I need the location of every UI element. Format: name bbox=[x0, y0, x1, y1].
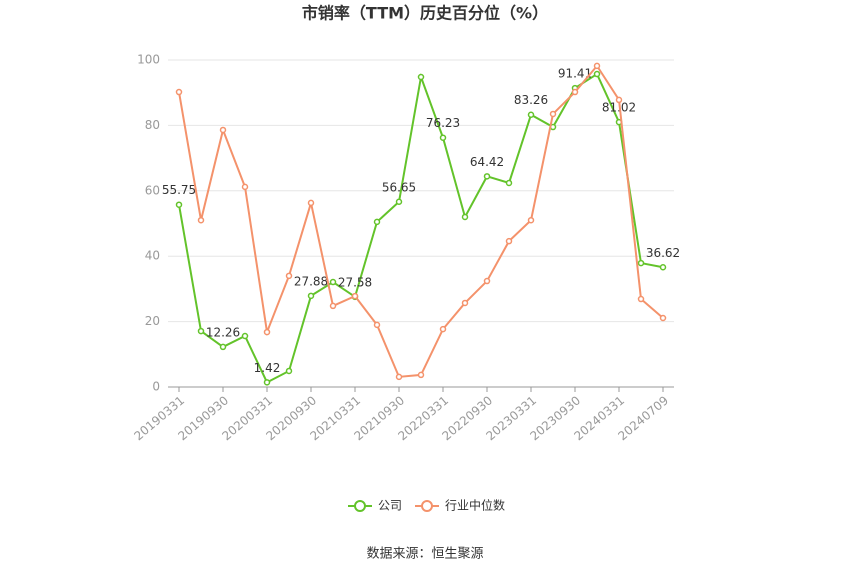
data-label: 83.26 bbox=[514, 93, 548, 107]
data-point bbox=[175, 88, 183, 96]
data-point bbox=[527, 111, 535, 118]
data-point bbox=[329, 302, 337, 310]
legend-item: 行业中位数 bbox=[415, 498, 505, 513]
data-point bbox=[395, 198, 403, 206]
data-point bbox=[439, 134, 447, 141]
data-point bbox=[373, 218, 381, 226]
legend-marker bbox=[354, 500, 366, 512]
data-point bbox=[197, 327, 205, 335]
data-point bbox=[527, 216, 535, 224]
series-line bbox=[178, 64, 664, 378]
data-point bbox=[593, 70, 601, 78]
data-point bbox=[329, 278, 337, 286]
y-tick-label: 20 bbox=[145, 314, 160, 328]
data-point bbox=[285, 272, 293, 280]
data-label: 55.75 bbox=[162, 183, 196, 197]
data-point bbox=[241, 183, 249, 191]
legend-marker bbox=[421, 500, 433, 512]
data-point bbox=[417, 73, 425, 81]
data-label: 36.62 bbox=[646, 246, 680, 260]
data-label: 76.23 bbox=[426, 116, 460, 130]
data-point bbox=[307, 199, 315, 207]
data-label: 1.42 bbox=[254, 361, 281, 375]
data-point bbox=[659, 264, 667, 271]
data-point bbox=[351, 292, 359, 300]
data-point bbox=[263, 379, 271, 386]
data-point bbox=[637, 259, 645, 267]
data-point bbox=[263, 328, 271, 336]
data-point bbox=[505, 179, 513, 187]
data-label: 56.65 bbox=[382, 180, 416, 194]
legend-item: 公司 bbox=[348, 499, 402, 513]
data-point bbox=[615, 96, 623, 104]
y-tick-label: 0 bbox=[152, 380, 160, 394]
data-point bbox=[241, 332, 249, 340]
y-tick-label: 100 bbox=[137, 53, 160, 67]
data-point bbox=[483, 173, 491, 180]
data-point bbox=[373, 321, 381, 329]
data-point bbox=[483, 277, 491, 285]
chart-title: 市销率（TTM）历史百分位（%） bbox=[302, 4, 548, 23]
data-point bbox=[175, 201, 183, 208]
data-label: 91.41 bbox=[558, 67, 592, 81]
data-point bbox=[439, 325, 447, 333]
data-point bbox=[307, 292, 315, 300]
legend-label: 公司 bbox=[378, 499, 402, 513]
data-point bbox=[659, 314, 667, 322]
data-point bbox=[571, 88, 579, 96]
data-point bbox=[461, 299, 469, 307]
data-point bbox=[417, 371, 425, 379]
data-point bbox=[461, 213, 469, 221]
y-tick-label: 60 bbox=[145, 183, 160, 197]
data-label: 27.88 bbox=[294, 274, 328, 288]
data-point bbox=[395, 373, 403, 381]
data-point bbox=[637, 295, 645, 303]
data-point bbox=[219, 343, 227, 351]
data-label: 64.42 bbox=[470, 155, 504, 169]
data-point bbox=[549, 110, 557, 118]
data-point bbox=[285, 367, 293, 375]
data-point bbox=[505, 237, 513, 245]
legend-label: 行业中位数 bbox=[445, 498, 505, 513]
data-point bbox=[197, 216, 205, 224]
y-tick-label: 40 bbox=[145, 249, 160, 263]
y-tick-label: 80 bbox=[145, 118, 160, 132]
data-point bbox=[219, 126, 227, 134]
source: 数据来源：恒生聚源 bbox=[366, 547, 483, 562]
data-label: 12.26 bbox=[206, 325, 240, 339]
data-point bbox=[593, 62, 601, 70]
data-label: 27.58 bbox=[338, 275, 372, 289]
